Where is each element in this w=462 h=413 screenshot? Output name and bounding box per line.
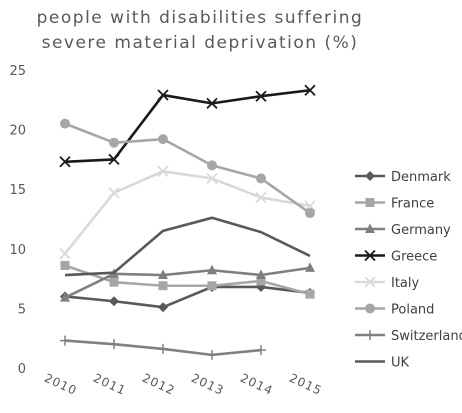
- data-point-greece: [255, 90, 267, 102]
- data-point-france: [207, 281, 217, 291]
- data-point-switzerland: [207, 349, 217, 360]
- series-line-italy: [63, 170, 311, 255]
- data-point-greece: [59, 156, 71, 168]
- series-greece: [59, 84, 316, 168]
- legend-item-greece: Greece: [355, 250, 437, 265]
- legend-label: Germany: [391, 223, 451, 238]
- data-point-france: [305, 289, 315, 299]
- legend-marker: [365, 303, 375, 314]
- data-point-italy: [206, 172, 218, 185]
- data-point-greece: [304, 84, 316, 96]
- series-line-poland: [64, 122, 311, 215]
- data-point-germany: [207, 264, 217, 275]
- data-point-italy: [108, 187, 120, 199]
- y-tick-label: 25: [9, 64, 26, 79]
- data-point-denmark: [109, 296, 119, 307]
- data-point-france: [158, 281, 168, 291]
- data-point-switzerland: [256, 345, 266, 356]
- legend-label: Greece: [391, 250, 437, 265]
- legend-item-denmark: Denmark: [355, 170, 451, 185]
- series-france: [60, 260, 315, 299]
- series-line-greece: [64, 88, 311, 164]
- series-germany: [60, 262, 315, 302]
- data-point-germany: [158, 269, 168, 280]
- data-point-france: [256, 276, 266, 286]
- data-point-greece: [157, 89, 169, 101]
- legend-item-italy: Italy: [355, 276, 420, 291]
- y-tick-label: 20: [9, 124, 26, 139]
- series-poland: [60, 118, 315, 219]
- y-tick-label: 10: [9, 243, 26, 258]
- data-point-poland: [207, 160, 217, 171]
- legend-label: Italy: [391, 276, 420, 291]
- data-point-poland: [109, 137, 119, 148]
- legend-marker: [364, 276, 376, 288]
- legend: Denmark France Germany Greece Italy Poland Swi…: [355, 170, 462, 371]
- data-point-poland: [60, 118, 70, 129]
- data-point-poland: [305, 208, 315, 219]
- legend-item-switzerland: Switzerland: [355, 329, 462, 344]
- data-point-switzerland: [158, 343, 168, 354]
- data-point-italy: [255, 191, 267, 204]
- legend-marker: [364, 249, 376, 262]
- chart-title-line-2: severe material deprivation (%): [42, 33, 359, 53]
- x-tick-label: 2012: [140, 371, 177, 398]
- data-point-italy: [157, 165, 169, 177]
- data-point-france: [60, 260, 70, 270]
- y-tick-label: 15: [9, 183, 26, 198]
- legend-marker: [365, 198, 375, 207]
- data-point-switzerland: [60, 335, 70, 346]
- legend-label: Poland: [391, 303, 434, 318]
- x-tick-label: 2013: [189, 371, 226, 398]
- series-line-uk: [64, 216, 311, 277]
- data-point-germany: [60, 292, 70, 302]
- data-point-greece: [108, 153, 120, 166]
- y-tick-label: 5: [18, 302, 26, 317]
- legend-marker: [365, 171, 375, 181]
- series-italy: [59, 165, 316, 260]
- legend-label: France: [391, 197, 434, 212]
- series-line-germany: [64, 266, 311, 299]
- data-point-italy: [59, 247, 71, 260]
- plot-area: 0 5 10 15 20 25 2010 2011 2012 2013 2014 2015: [9, 64, 324, 398]
- x-tick-label: 2011: [91, 371, 128, 398]
- data-point-germany: [256, 269, 266, 280]
- series-switzerland: [60, 335, 266, 360]
- legend-label: Switzerland: [391, 329, 462, 344]
- legend-item-uk: UK: [355, 356, 410, 371]
- legend-label: UK: [391, 356, 410, 371]
- legend-marker: [365, 223, 375, 233]
- x-tick-label: 2014: [238, 371, 275, 398]
- data-point-switzerland: [109, 339, 119, 350]
- legend-item-germany: Germany: [355, 223, 451, 238]
- legend-label: Denmark: [391, 170, 451, 185]
- data-point-poland: [256, 173, 266, 184]
- data-point-poland: [158, 134, 168, 145]
- series-line-denmark: [64, 285, 311, 309]
- x-tick-label: 2015: [287, 371, 324, 398]
- legend-marker: [365, 330, 375, 340]
- legend-item-poland: Poland: [355, 303, 434, 318]
- data-point-germany: [305, 262, 315, 272]
- series-line-france: [64, 264, 311, 296]
- data-point-denmark: [158, 302, 168, 313]
- legend-item-france: France: [355, 197, 434, 212]
- data-point-greece: [206, 97, 218, 110]
- x-tick-label: 2010: [42, 371, 79, 398]
- chart-title-line-1: people with disabilities suffering: [37, 8, 364, 28]
- series-uk: [64, 216, 311, 277]
- data-point-france: [109, 277, 119, 287]
- y-tick-label: 0: [18, 362, 26, 377]
